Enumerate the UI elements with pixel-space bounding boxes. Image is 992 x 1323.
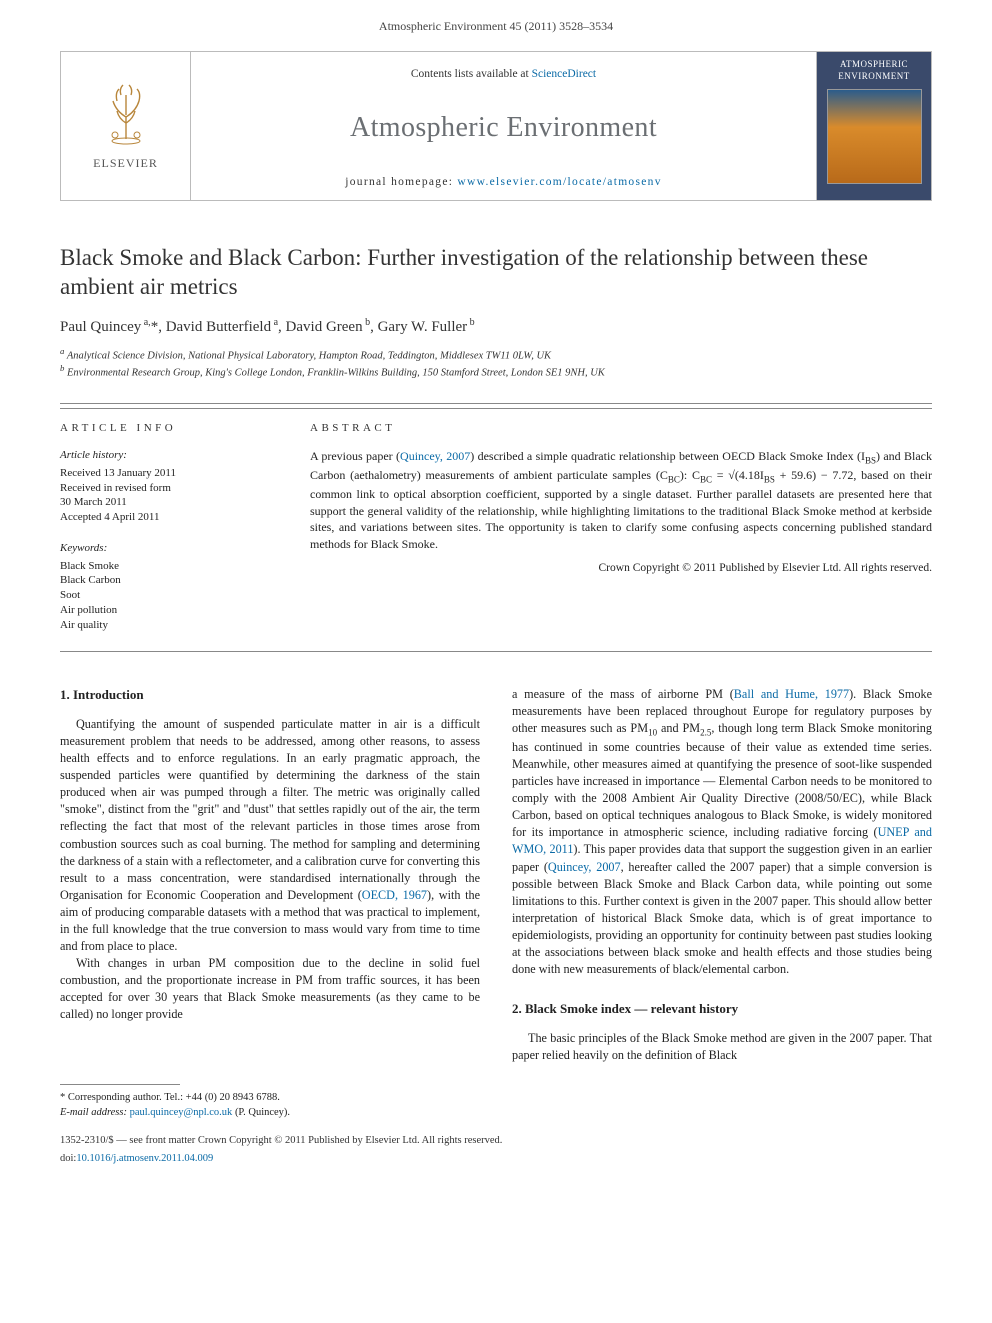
running-head: Atmospheric Environment 45 (2011) 3528–3… bbox=[0, 0, 992, 43]
article-title: Black Smoke and Black Carbon: Further in… bbox=[60, 243, 932, 302]
elsevier-tree-icon bbox=[91, 79, 161, 149]
journal-homepage-line: journal homepage: www.elsevier.com/locat… bbox=[345, 174, 662, 190]
body-columns: 1. Introduction Quantifying the amount o… bbox=[60, 686, 932, 1065]
publisher-label: ELSEVIER bbox=[93, 155, 158, 172]
abstract-heading: ABSTRACT bbox=[310, 421, 932, 436]
journal-name: Atmospheric Environment bbox=[350, 108, 657, 147]
footer-doi: doi:10.1016/j.atmosenv.2011.04.009 bbox=[60, 1152, 932, 1167]
footnote-separator bbox=[60, 1084, 180, 1085]
keywords-list: Black Smoke Black Carbon Soot Air pollut… bbox=[60, 559, 270, 633]
ref-quincey-2007[interactable]: Quincey, 2007 bbox=[400, 449, 470, 463]
affiliation-b: b Environmental Research Group, King's C… bbox=[60, 363, 932, 381]
history-line: Accepted 4 April 2011 bbox=[60, 510, 270, 525]
history-lines: Received 13 January 2011 Received in rev… bbox=[60, 466, 270, 525]
history-line: 30 March 2011 bbox=[60, 495, 270, 510]
article-info-heading: ARTICLE INFO bbox=[60, 421, 270, 436]
contents-available-line: Contents lists available at ScienceDirec… bbox=[411, 66, 596, 82]
cover-image bbox=[827, 89, 922, 184]
section-2-heading: 2. Black Smoke index — relevant history bbox=[512, 1000, 932, 1018]
authors: Paul Quincey a,*, David Butterfield a, D… bbox=[60, 316, 932, 338]
doi-link[interactable]: 10.1016/j.atmosenv.2011.04.009 bbox=[76, 1153, 213, 1164]
email-label: E-mail address: bbox=[60, 1107, 130, 1118]
masthead: ELSEVIER Contents lists available at Sci… bbox=[60, 51, 932, 201]
intro-para-1: Quantifying the amount of suspended part… bbox=[60, 716, 480, 955]
publisher-block: ELSEVIER bbox=[61, 52, 191, 200]
journal-cover: ATMOSPHERIC ENVIRONMENT bbox=[816, 52, 931, 200]
section-2-para-1: The basic principles of the Black Smoke … bbox=[512, 1030, 932, 1064]
email-suffix: (P. Quincey). bbox=[232, 1107, 290, 1118]
body-left-column: 1. Introduction Quantifying the amount o… bbox=[60, 686, 480, 1065]
homepage-prefix: journal homepage: bbox=[345, 176, 457, 188]
keywords-title: Keywords: bbox=[60, 541, 270, 556]
keyword: Soot bbox=[60, 588, 270, 603]
affiliations: a Analytical Science Division, National … bbox=[60, 346, 932, 381]
history-line: Received 13 January 2011 bbox=[60, 466, 270, 481]
affiliation-a-text: Analytical Science Division, National Ph… bbox=[67, 350, 551, 361]
email-line: E-mail address: paul.quincey@npl.co.uk (… bbox=[60, 1106, 932, 1120]
ref-ball-hume-1977[interactable]: Ball and Hume, 1977 bbox=[734, 687, 849, 701]
body-right-column: a measure of the mass of airborne PM (Ba… bbox=[512, 686, 932, 1065]
section-1-heading: 1. Introduction bbox=[60, 686, 480, 704]
abstract-copyright: Crown Copyright © 2011 Published by Else… bbox=[310, 560, 932, 576]
history-line: Received in revised form bbox=[60, 481, 270, 496]
ref-oecd-1967[interactable]: OECD, 1967 bbox=[362, 888, 427, 902]
ref-unep-wmo-2011[interactable]: UNEP and WMO, 2011 bbox=[512, 825, 932, 856]
keyword: Air pollution bbox=[60, 603, 270, 618]
abstract-column: ABSTRACT A previous paper (Quincey, 2007… bbox=[290, 408, 932, 651]
homepage-link[interactable]: www.elsevier.com/locate/atmosenv bbox=[457, 176, 661, 188]
sciencedirect-link[interactable]: ScienceDirect bbox=[532, 68, 597, 80]
history-title: Article history: bbox=[60, 448, 270, 463]
masthead-center: Contents lists available at ScienceDirec… bbox=[191, 52, 816, 200]
abstract-text: A previous paper (Quincey, 2007) describ… bbox=[310, 448, 932, 552]
keyword: Black Smoke bbox=[60, 559, 270, 574]
intro-para-2-cont: a measure of the mass of airborne PM (Ba… bbox=[512, 686, 932, 978]
affiliation-b-text: Environmental Research Group, King's Col… bbox=[67, 368, 605, 379]
ref-quincey-2007-b[interactable]: Quincey, 2007 bbox=[548, 860, 621, 874]
keyword: Air quality bbox=[60, 618, 270, 633]
contents-text: Contents lists available at bbox=[411, 68, 532, 80]
cover-title: ATMOSPHERIC ENVIRONMENT bbox=[821, 58, 927, 83]
footnotes: * Corresponding author. Tel.: +44 (0) 20… bbox=[60, 1091, 932, 1119]
email-link[interactable]: paul.quincey@npl.co.uk bbox=[130, 1107, 233, 1118]
footer-copyright: 1352-2310/$ — see front matter Crown Cop… bbox=[60, 1134, 932, 1149]
corresponding-author: * Corresponding author. Tel.: +44 (0) 20… bbox=[60, 1091, 932, 1105]
intro-para-2: With changes in urban PM composition due… bbox=[60, 955, 480, 1023]
info-abstract-row: ARTICLE INFO Article history: Received 1… bbox=[60, 403, 932, 652]
affiliation-a: a Analytical Science Division, National … bbox=[60, 346, 932, 364]
doi-prefix: doi: bbox=[60, 1153, 76, 1164]
keyword: Black Carbon bbox=[60, 573, 270, 588]
article-info-column: ARTICLE INFO Article history: Received 1… bbox=[60, 408, 290, 651]
